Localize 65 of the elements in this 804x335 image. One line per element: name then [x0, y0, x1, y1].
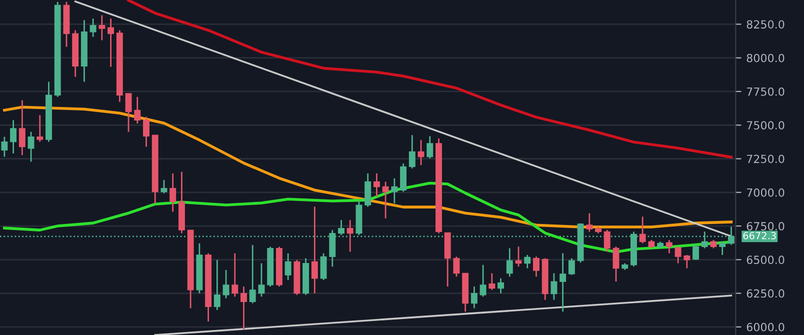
- candlestick: [125, 92, 132, 133]
- candlestick: [533, 256, 540, 278]
- candlestick: [249, 244, 256, 304]
- candlestick: [284, 252, 292, 281]
- candlestick: [480, 264, 486, 298]
- y-tick-label: 7500.0: [746, 121, 784, 130]
- line-series: [3, 106, 733, 228]
- candlestick: [214, 259, 220, 311]
- candlestick: [232, 252, 238, 298]
- line-series: [127, 0, 733, 159]
- candlestick: [418, 139, 424, 166]
- y-tick-label: 7250.0: [746, 154, 784, 164]
- candlestick: [108, 18, 114, 68]
- candlestick: [346, 219, 354, 252]
- candlestick: [604, 229, 610, 252]
- candlestick: [400, 162, 407, 192]
- candlestick: [28, 131, 34, 162]
- candlestick: [426, 135, 434, 160]
- candlestick: [382, 181, 389, 220]
- candlestick: [719, 240, 726, 256]
- ref-line-label: 6672.3: [743, 232, 776, 240]
- candlestick: [470, 286, 478, 309]
- candlestick: [408, 134, 416, 170]
- y-tick-label: 8250.0: [746, 20, 784, 29]
- candlestick: [240, 286, 247, 331]
- candlestick: [560, 252, 566, 312]
- candlestick: [453, 256, 460, 278]
- candlestick: [364, 172, 372, 208]
- candlestick: [1, 136, 8, 158]
- candlestick: [320, 252, 327, 281]
- candlestick: [18, 100, 26, 156]
- candlestick: [311, 206, 318, 294]
- candlestick: [258, 262, 265, 298]
- candlestick: [674, 246, 682, 264]
- candlestick: [90, 18, 96, 38]
- y-tick-label: 7000.0: [746, 188, 784, 197]
- y-tick-label: 6750.0: [746, 222, 784, 230]
- candlestick: [160, 179, 168, 194]
- candlestick: [684, 254, 690, 269]
- candlestick: [568, 258, 575, 276]
- candlestick: [612, 246, 620, 282]
- candlestick: [666, 239, 672, 254]
- candlestick: [488, 272, 496, 291]
- candlestick: [524, 254, 531, 269]
- y-tick-label: 8000.0: [746, 54, 784, 62]
- candlestick: [222, 269, 230, 299]
- y-tick-label: 6000.0: [746, 322, 784, 332]
- candlestick: [391, 178, 398, 204]
- candlestick: [170, 172, 176, 212]
- candlestick: [639, 216, 646, 244]
- candlestick: [692, 243, 700, 261]
- candlestick: [10, 119, 17, 154]
- candlestick: [338, 219, 344, 236]
- candlestick: [586, 212, 593, 232]
- candlestick: [506, 248, 513, 278]
- candlestick: [98, 14, 106, 41]
- candlestick: [498, 278, 504, 294]
- candlestick: [550, 272, 558, 301]
- y-tick-label: 6250.0: [746, 289, 784, 298]
- y-tick-label: 6500.0: [746, 256, 784, 264]
- candlestick: [143, 116, 150, 148]
- candlestick: [36, 114, 44, 142]
- y-tick-label: 7750.0: [746, 87, 784, 96]
- candlestick: [134, 96, 141, 124]
- candlestick: [373, 172, 380, 198]
